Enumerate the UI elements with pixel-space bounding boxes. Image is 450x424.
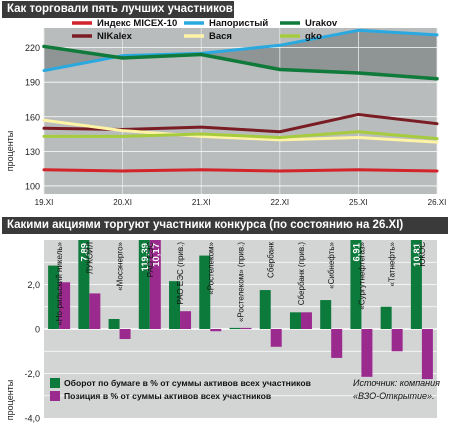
series-line: [42, 130, 439, 141]
bar-value-label: 119,39: [140, 243, 151, 272]
bar: [48, 265, 60, 329]
y-tick-label: 0: [35, 325, 40, 335]
x-tick-label: 20.XI: [113, 198, 132, 207]
bar: [119, 329, 131, 340]
y-axis-label: проценты: [5, 380, 15, 421]
category-label: «Ростелеком» (прив.): [237, 242, 246, 322]
source-note-line1: Источник: компания: [353, 378, 440, 388]
legend: Индекс MICEX-10 Напористый Urakov NIKalex Ва…: [72, 18, 338, 42]
source-note-line2: «ВЗО-Открытие».: [353, 391, 435, 401]
series-line: [42, 44, 439, 81]
x-tick-label: 25.XI: [349, 198, 368, 207]
legend-label: NIKalex: [97, 31, 133, 42]
series-line: [42, 28, 439, 73]
bottom-chart-title: Какими акциями торгуют участники конкурс…: [2, 217, 448, 234]
bar-value-label: 7,89: [79, 243, 90, 262]
bar: [199, 255, 211, 329]
bar: [421, 329, 433, 380]
category-label: «Но-рильский никель»: [55, 241, 64, 325]
bar: [391, 329, 403, 352]
bar-value-label: 6,91: [351, 242, 362, 261]
legend-label: gko: [305, 31, 322, 42]
bottom-bar-chart: -4,0 -2,0 0 2,0 «Но-рильский никель» 7,89ЛУКО…: [5, 240, 440, 424]
category-label: Сбербанк (прив.): [297, 242, 306, 306]
y-tick-label: -4,0: [24, 414, 40, 424]
category-label: ЛУКОЙЛ: [85, 242, 94, 274]
bar: [138, 240, 150, 329]
bar: [350, 240, 362, 329]
y-tick-label: 2,0: [27, 280, 40, 290]
bar: [320, 300, 332, 329]
legend-label: Позиция в % от суммы активов всех участн…: [64, 391, 271, 401]
y-tick-label: 220: [25, 43, 40, 53]
y-tick-label: 130: [25, 147, 40, 157]
bar: [331, 329, 343, 358]
category-label: Сбербанк: [267, 242, 276, 278]
category-label: РАО ЕЭС (прив.): [176, 242, 185, 305]
x-tick-label: 26.XI: [428, 198, 447, 207]
legend-label: Вася: [209, 31, 232, 42]
category-label: ЮКОС: [418, 242, 427, 267]
y-tick-label: 190: [25, 78, 40, 88]
bar: [270, 329, 282, 347]
series-line: [42, 168, 439, 173]
legend-label: Индекс MICEX-10: [97, 18, 177, 29]
bar: [169, 281, 181, 329]
bar-value-label: 10,81: [412, 242, 423, 266]
legend-label: Напористый: [209, 18, 268, 29]
leader-band: [44, 30, 437, 79]
bar: [180, 311, 192, 329]
category-label: «Татнефть»: [388, 241, 397, 286]
bar: [229, 327, 241, 330]
legend-swatch: [50, 378, 60, 388]
bar: [78, 240, 90, 329]
category-label: «Ростелеком»: [206, 241, 215, 294]
top-line-chart: 100 130 160 190 220 19.XI 20.XI 21.XI 22.XI 25.XI…: [5, 18, 447, 207]
bar: [259, 290, 271, 329]
category-label: «Мосэнерго»: [116, 241, 125, 290]
bar: [89, 293, 101, 329]
bar: [59, 282, 71, 329]
bar: [108, 318, 120, 329]
legend-swatch: [50, 391, 60, 401]
category-label: «Сибнефть»: [327, 241, 336, 288]
legend-label: Urakov: [305, 18, 338, 29]
bar: [149, 240, 161, 329]
bar: [289, 312, 301, 329]
bar: [240, 327, 252, 330]
legend-label: Оборот по бумаге в % от суммы активов вс…: [64, 378, 311, 388]
x-tick-label: 22.XI: [270, 198, 289, 207]
top-chart-title: Как торговали пять лучших участников: [2, 1, 234, 18]
bar: [361, 329, 373, 377]
category-label: РАО ЕЭС: [146, 242, 155, 277]
category-label: «Сургутнефтегаз»: [357, 241, 366, 309]
x-tick-label: 19.XI: [35, 198, 54, 207]
y-tick-label: 160: [25, 112, 40, 122]
bar: [410, 240, 422, 329]
series-line: [42, 118, 439, 144]
x-tick-label: 21.XI: [192, 198, 211, 207]
bar: [210, 329, 222, 332]
bar: [300, 312, 312, 329]
legend: Оборот по бумаге в % от суммы активов вс…: [50, 378, 311, 401]
y-axis-label: проценты: [5, 131, 15, 172]
bar: [380, 306, 392, 329]
y-tick-label: 100: [25, 181, 40, 191]
bar-value-label: 10,17: [151, 243, 162, 267]
y-tick-label: -2,0: [24, 369, 40, 379]
